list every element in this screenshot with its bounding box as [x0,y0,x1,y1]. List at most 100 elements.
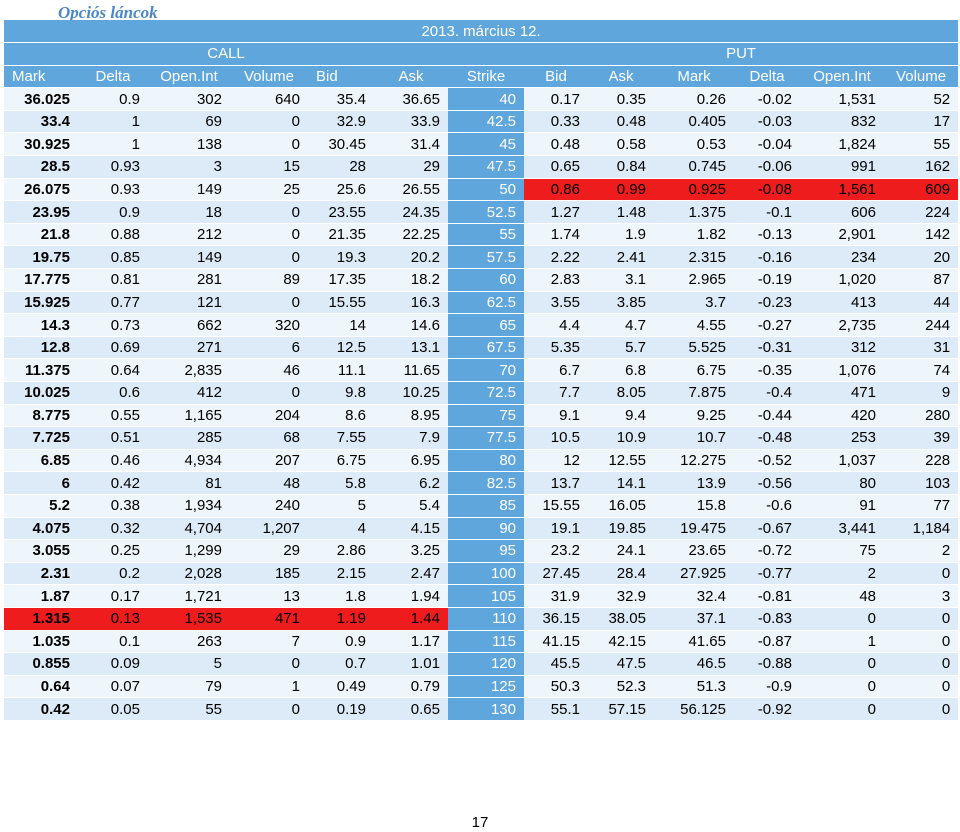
col-header: Mark [4,65,78,89]
put-volume-cell: 0 [884,562,959,586]
strike-cell: 130 [448,697,524,721]
call-open-int-cell: 263 [148,630,230,654]
put-ask-cell: 16.05 [588,494,654,518]
call-ask-cell: 22.25 [374,223,448,247]
put-ask-cell: 0.99 [588,178,654,202]
call-mark-cell: 0.855 [4,652,78,676]
put-mark-cell: 2.315 [654,245,734,270]
put-volume-cell: 0 [884,607,959,631]
put-label: PUT [524,42,959,66]
put-bid-cell: 36.15 [524,607,588,631]
put-delta-cell: -0.88 [734,652,800,676]
call-ask-cell: 13.1 [374,336,448,360]
col-header: Bid [308,65,374,89]
put-mark-cell: 19.475 [654,517,734,541]
put-bid-cell: 9.1 [524,404,588,428]
put-mark-cell: 0.53 [654,132,734,157]
put-ask-cell: 3.85 [588,291,654,315]
put-ask-cell: 47.5 [588,652,654,676]
put-mark-cell: 2.965 [654,268,734,292]
put-delta-cell: -0.81 [734,584,800,608]
put-delta-cell: -0.19 [734,268,800,292]
call-bid-cell: 0.19 [308,697,374,721]
call-mark-cell: 5.2 [4,494,78,518]
put-bid-cell: 3.55 [524,291,588,315]
call-ask-cell: 0.79 [374,675,448,699]
call-mark-cell: 26.075 [4,178,78,202]
put-open-int-cell: 471 [800,381,884,405]
call-open-int-cell: 1,535 [148,607,230,631]
call-mark-cell: 1.87 [4,584,78,608]
put-open-int-cell: 312 [800,336,884,360]
put-volume-cell: 0 [884,652,959,676]
put-delta-cell: -0.08 [734,178,800,202]
col-header: Bid [524,65,588,89]
put-ask-cell: 19.85 [588,517,654,541]
strike-cell: 95 [448,539,524,563]
put-bid-cell: 12 [524,449,588,473]
put-open-int-cell: 80 [800,471,884,495]
put-bid-cell: 41.15 [524,630,588,654]
call-mark-cell: 8.775 [4,404,78,428]
put-ask-cell: 3.1 [588,268,654,292]
call-delta-cell: 0.17 [78,584,148,608]
call-mark-cell: 14.3 [4,313,78,337]
call-ask-cell: 33.9 [374,110,448,134]
put-ask-cell: 0.58 [588,132,654,157]
call-bid-cell: 0.9 [308,630,374,654]
put-open-int-cell: 0 [800,675,884,699]
call-mark-cell: 12.8 [4,336,78,360]
col-header: Ask [374,65,448,89]
call-delta-cell: 0.6 [78,381,148,405]
call-volume-cell: 207 [230,449,308,473]
call-ask-cell: 8.95 [374,404,448,428]
put-mark-cell: 6.75 [654,358,734,382]
call-bid-cell: 25.6 [308,178,374,202]
table-row: 15.925 0.77 121 0 15.55 16.3 62.5 3.55 3.85 3.7 -0… [4,291,959,315]
put-open-int-cell: 2,901 [800,223,884,247]
call-bid-cell: 6.75 [308,449,374,473]
call-delta-cell: 0.64 [78,358,148,382]
put-ask-cell: 8.05 [588,381,654,405]
call-delta-cell: 0.38 [78,494,148,518]
call-mark-cell: 11.375 [4,358,78,382]
call-ask-cell: 16.3 [374,291,448,315]
put-volume-cell: 0 [884,697,959,721]
call-mark-cell: 21.8 [4,223,78,247]
put-mark-cell: 4.55 [654,313,734,337]
put-mark-cell: 41.65 [654,630,734,654]
col-header: Open.Int [800,65,884,89]
call-ask-cell: 18.2 [374,268,448,292]
call-open-int-cell: 149 [148,245,230,270]
call-mark-cell: 1.315 [4,607,78,631]
put-delta-cell: -0.52 [734,449,800,473]
call-bid-cell: 2.15 [308,562,374,586]
put-volume-cell: 44 [884,291,959,315]
call-bid-cell: 7.55 [308,426,374,450]
strike-cell: 55 [448,223,524,247]
put-bid-cell: 1.74 [524,223,588,247]
put-mark-cell: 46.5 [654,652,734,676]
put-open-int-cell: 2,735 [800,313,884,337]
call-volume-cell: 68 [230,426,308,450]
put-delta-cell: -0.92 [734,697,800,721]
call-delta-cell: 0.25 [78,539,148,563]
put-delta-cell: -0.35 [734,358,800,382]
call-ask-cell: 11.65 [374,358,448,382]
table-row: 0.42 0.05 55 0 0.19 0.65 130 55.1 57.15 56.125 -0.… [4,697,959,721]
put-open-int-cell: 1,037 [800,449,884,473]
table-row: 17.775 0.81 281 89 17.35 18.2 60 2.83 3.1 2.965 -0… [4,268,959,292]
put-volume-cell: 87 [884,268,959,292]
put-bid-cell: 10.5 [524,426,588,450]
call-volume-cell: 89 [230,268,308,292]
call-ask-cell: 5.4 [374,494,448,518]
put-volume-cell: 103 [884,471,959,495]
put-bid-cell: 6.7 [524,358,588,382]
put-bid-cell: 5.35 [524,336,588,360]
call-delta-cell: 0.32 [78,517,148,541]
put-mark-cell: 0.745 [654,155,734,179]
put-open-int-cell: 1,824 [800,132,884,157]
call-open-int-cell: 1,299 [148,539,230,563]
put-open-int-cell: 234 [800,245,884,270]
put-mark-cell: 15.8 [654,494,734,518]
